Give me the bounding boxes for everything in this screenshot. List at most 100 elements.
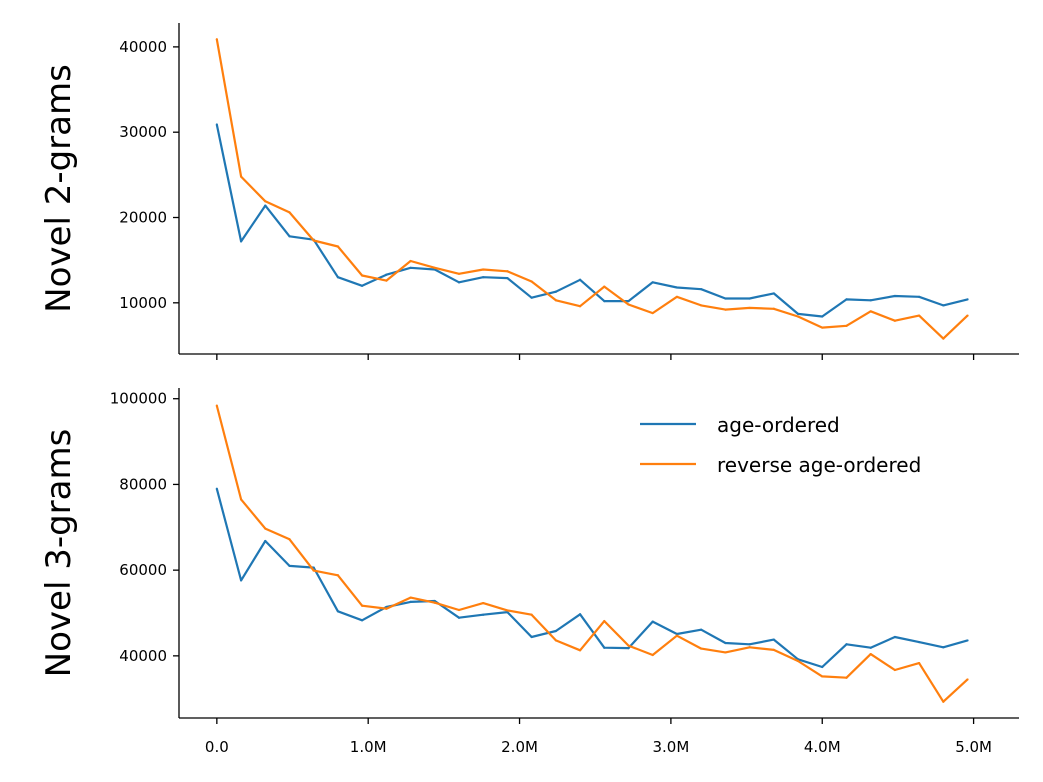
data-point-age-ordered (239, 579, 243, 582)
legend-label-age-ordered: age-ordered (717, 413, 840, 437)
data-point-reverse-age-ordered (627, 644, 630, 647)
y-axis-title: Novel 2-grams (39, 64, 79, 313)
data-point-reverse-age-ordered (603, 285, 606, 288)
data-point-reverse-age-ordered (675, 634, 679, 637)
legend: age-ordered reverse age-ordered (640, 413, 921, 477)
data-point-age-ordered (772, 638, 775, 641)
data-point-reverse-age-ordered (433, 266, 436, 269)
data-point-reverse-age-ordered (651, 311, 654, 315)
data-point-age-ordered (869, 299, 872, 302)
x-tick-label: 3.0M (652, 738, 689, 756)
y-tick-label: 40000 (119, 647, 167, 665)
data-point-reverse-age-ordered (700, 647, 703, 650)
data-point-reverse-age-ordered (264, 527, 267, 530)
data-point-age-ordered (724, 641, 727, 645)
data-point-age-ordered (651, 620, 654, 623)
y-tick-label: 40000 (119, 38, 167, 56)
y-tick-label: 60000 (119, 561, 167, 579)
data-point-reverse-age-ordered (821, 675, 824, 678)
data-point-age-ordered (893, 635, 896, 639)
data-point-age-ordered (482, 276, 485, 279)
data-point-age-ordered (675, 286, 679, 289)
data-point-age-ordered (239, 240, 243, 243)
data-point-age-ordered (748, 297, 751, 300)
data-point-reverse-age-ordered (675, 295, 679, 298)
x-tick-label: 1.0M (350, 738, 387, 756)
data-point-reverse-age-ordered (918, 314, 921, 317)
data-point-age-ordered (385, 273, 388, 276)
data-point-reverse-age-ordered (506, 609, 509, 612)
data-point-reverse-age-ordered (312, 569, 315, 572)
x-tick-label: 0.0 (205, 738, 229, 756)
data-point-reverse-age-ordered (578, 649, 582, 652)
data-point-reverse-age-ordered (361, 604, 364, 607)
data-point-reverse-age-ordered (796, 315, 800, 318)
data-point-age-ordered (336, 610, 340, 613)
data-point-reverse-age-ordered (918, 662, 921, 665)
x-tick-label: 2.0M (501, 738, 538, 756)
series-line-reverse-age-ordered (215, 405, 969, 703)
data-point-age-ordered (942, 646, 945, 649)
data-point-age-ordered (918, 295, 921, 298)
data-point-age-ordered (409, 600, 412, 603)
data-point-age-ordered (821, 665, 824, 669)
data-point-age-ordered (288, 235, 291, 238)
data-point-age-ordered (530, 296, 533, 299)
data-point-age-ordered (845, 298, 848, 301)
data-point-age-ordered (603, 300, 606, 303)
data-point-age-ordered (578, 278, 582, 281)
data-point-age-ordered (918, 641, 921, 644)
data-point-reverse-age-ordered (627, 303, 630, 306)
y-tick-label: 30000 (119, 123, 167, 141)
data-point-age-ordered (482, 613, 485, 616)
data-point-reverse-age-ordered (966, 678, 969, 681)
data-point-age-ordered (361, 284, 364, 287)
x-tick-label: 5.0M (955, 738, 992, 756)
data-point-age-ordered (700, 628, 703, 631)
data-point-age-ordered (627, 647, 630, 650)
data-point-age-ordered (651, 281, 654, 284)
data-point-age-ordered (264, 539, 267, 543)
data-point-reverse-age-ordered (409, 596, 412, 599)
data-point-reverse-age-ordered (433, 601, 436, 604)
y-tick-label: 80000 (119, 475, 167, 493)
data-point-reverse-age-ordered (845, 676, 848, 679)
data-point-age-ordered (821, 315, 824, 318)
data-point-reverse-age-ordered (942, 337, 945, 340)
data-point-reverse-age-ordered (264, 200, 267, 203)
series-line-reverse-age-ordered (215, 39, 969, 340)
data-point-reverse-age-ordered (893, 668, 896, 672)
y-tick-label: 10000 (119, 294, 167, 312)
data-point-reverse-age-ordered (457, 272, 461, 275)
data-point-reverse-age-ordered (288, 211, 291, 214)
data-point-reverse-age-ordered (748, 646, 751, 649)
top-panel-novel-2-grams: 10000 20000 30000 40000 Novel 2-grams (39, 23, 1019, 360)
data-point-age-ordered (409, 266, 412, 269)
data-point-age-ordered (554, 629, 557, 633)
data-point-age-ordered (700, 288, 703, 291)
data-point-reverse-age-ordered (869, 653, 872, 656)
data-point-age-ordered (336, 276, 340, 279)
data-point-reverse-age-ordered (239, 498, 243, 501)
data-point-reverse-age-ordered (215, 404, 218, 407)
data-point-reverse-age-ordered (482, 268, 485, 271)
data-point-age-ordered (845, 643, 848, 646)
data-point-reverse-age-ordered (506, 270, 509, 273)
data-point-age-ordered (627, 300, 630, 303)
data-point-reverse-age-ordered (603, 620, 606, 623)
x-tick-label: 4.0M (804, 738, 841, 756)
data-point-age-ordered (578, 613, 582, 616)
bottom-panel-novel-3-grams: 40000 60000 80000 100000 0.0 1.0M 2.0M 3.0M 4.0M… (39, 388, 1019, 756)
data-point-age-ordered (215, 123, 218, 126)
data-point-reverse-age-ordered (772, 648, 775, 651)
data-point-age-ordered (530, 635, 533, 639)
data-point-reverse-age-ordered (893, 319, 896, 322)
data-point-age-ordered (942, 304, 945, 307)
data-point-age-ordered (675, 632, 679, 636)
data-point-age-ordered (457, 281, 461, 284)
legend-label-reverse-age-ordered: reverse age-ordered (717, 453, 921, 477)
data-point-reverse-age-ordered (554, 299, 557, 302)
data-point-reverse-age-ordered (482, 602, 485, 605)
data-point-reverse-age-ordered (845, 324, 848, 327)
data-point-reverse-age-ordered (457, 608, 461, 612)
